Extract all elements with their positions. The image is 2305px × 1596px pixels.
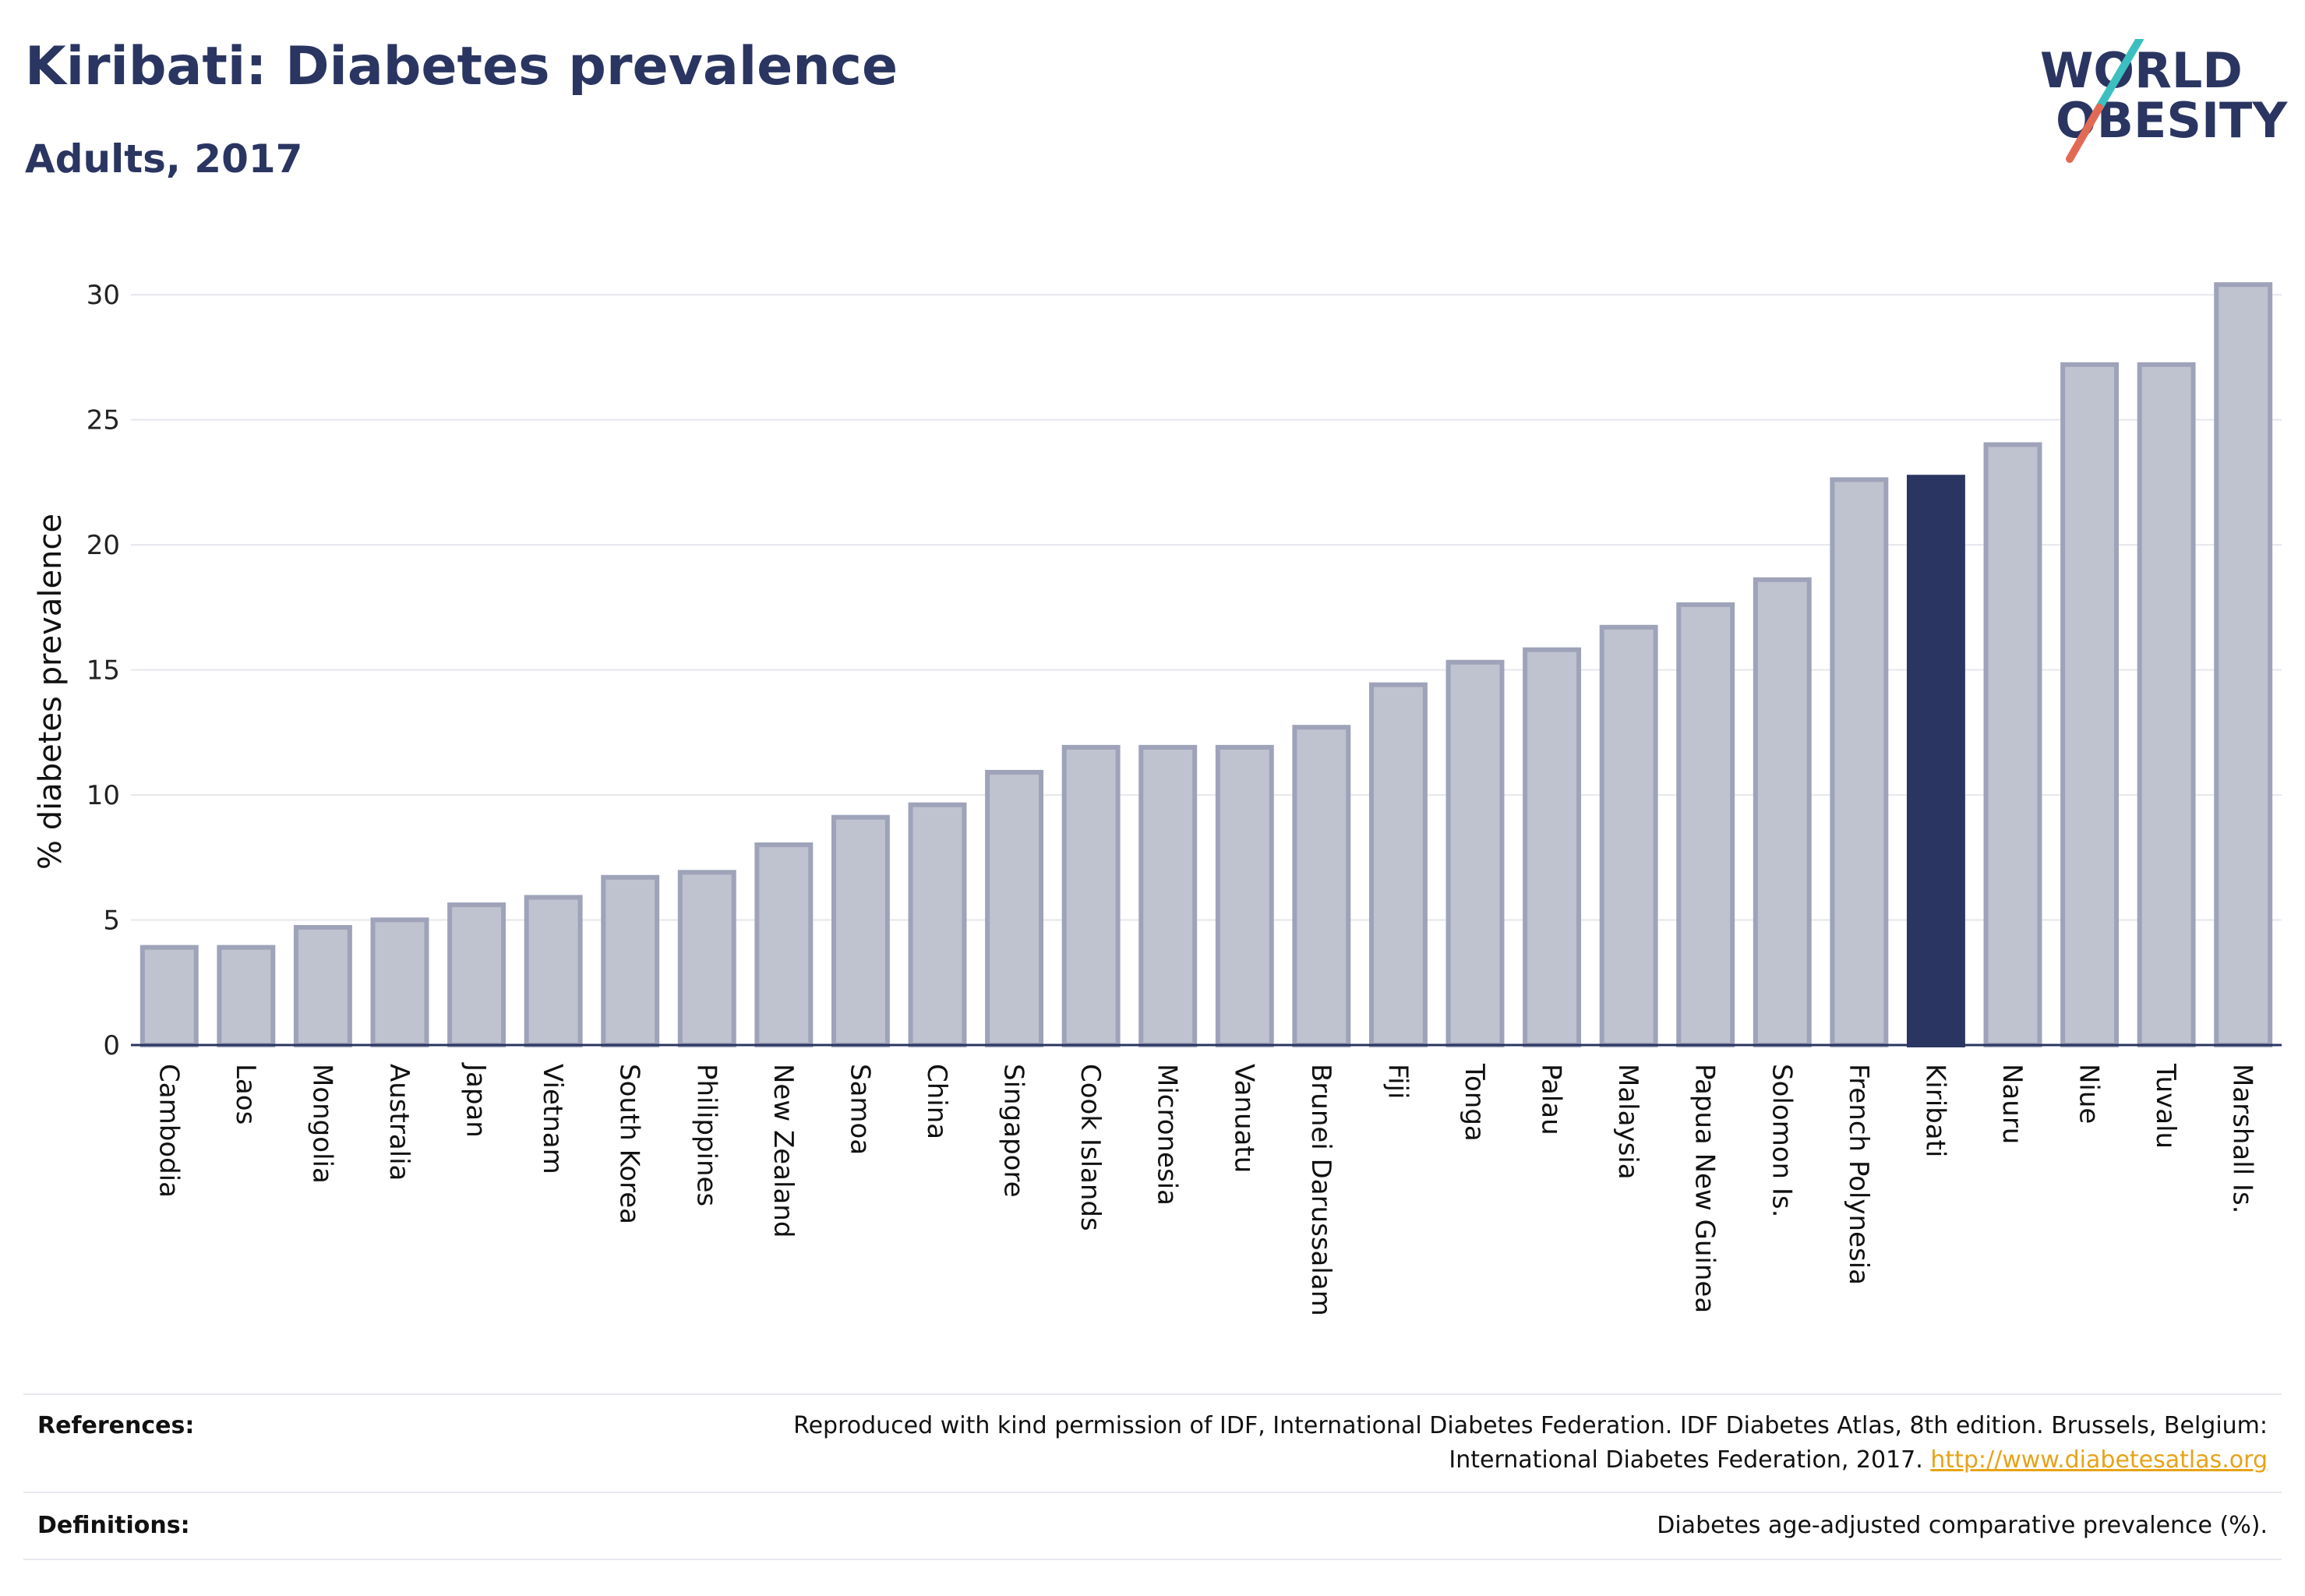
- x-category-label: Brunei Darussalam: [1305, 1064, 1336, 1316]
- definitions-text: Diabetes age-adjusted comparative preval…: [1657, 1512, 2268, 1539]
- world-obesity-logo: WORLD OBESITY: [2040, 39, 2288, 163]
- bar-brunei-darussalam: [1292, 725, 1351, 1047]
- bar-samoa: [831, 814, 890, 1048]
- x-category-label: Solomon Is.: [1766, 1064, 1797, 1217]
- bars: [139, 282, 2273, 1048]
- bar-singapore: [985, 769, 1044, 1047]
- x-category-label: Malaysia: [1612, 1064, 1643, 1180]
- x-category-label: South Korea: [614, 1064, 645, 1224]
- bar-laos: [217, 945, 276, 1047]
- bar-malaysia: [1599, 624, 1658, 1047]
- bar-japan: [447, 902, 507, 1048]
- x-category-label: Nauru: [1996, 1064, 2028, 1144]
- references-line2-wrap: International Diabetes Federation, 2017.…: [793, 1443, 2268, 1478]
- x-category-label: Samoa: [844, 1064, 875, 1155]
- y-axis-ticks: 0 5 10 15 20 25 30: [86, 280, 120, 1061]
- x-category-label: China: [921, 1064, 952, 1139]
- logo-slash-top: [2095, 39, 2144, 111]
- x-category-label: Niue: [2074, 1064, 2105, 1124]
- references-line2: International Diabetes Federation, 2017.: [1449, 1446, 1923, 1474]
- chart-title: Kiribati: Diabetes prevalence: [25, 36, 898, 97]
- bar-fiji: [1368, 682, 1428, 1047]
- y-tick-label: 10: [86, 780, 120, 811]
- bar-china: [908, 802, 967, 1048]
- bar-vietnam: [524, 895, 583, 1047]
- x-category-label: New Zealand: [768, 1064, 799, 1238]
- x-category-label: Cambodia: [153, 1064, 184, 1198]
- x-category-label: Kiribati: [1919, 1064, 1950, 1157]
- logo-line1: WORLD: [2040, 42, 2243, 99]
- bar-cook-islands: [1061, 744, 1121, 1047]
- bar-vanuatu: [1215, 744, 1274, 1047]
- y-tick-label: 25: [86, 405, 120, 436]
- bar-south-korea: [601, 874, 660, 1047]
- x-category-label: Vietnam: [537, 1064, 568, 1174]
- y-tick-label: 0: [103, 1030, 120, 1061]
- x-category-label: Cook Islands: [1075, 1064, 1106, 1231]
- x-category-label: Papua New Guinea: [1689, 1064, 1721, 1313]
- y-tick-label: 15: [86, 655, 120, 687]
- bar-cambodia: [139, 945, 199, 1047]
- bar-micronesia: [1138, 744, 1198, 1047]
- references-line1: Reproduced with kind permission of IDF, …: [793, 1412, 2268, 1439]
- bar-tonga: [1445, 659, 1505, 1047]
- x-category-label: Laos: [230, 1064, 261, 1125]
- x-category-label: Tonga: [1459, 1063, 1490, 1142]
- definitions-label: Definitions:: [37, 1512, 190, 1539]
- x-category-label: Philippines: [690, 1064, 722, 1206]
- definitions-row: Definitions: Diabetes age-adjusted compa…: [23, 1492, 2282, 1560]
- bar-mongolia: [293, 924, 352, 1047]
- x-category-label: Australia: [383, 1064, 415, 1181]
- bar-nauru: [1983, 442, 2042, 1047]
- bar-tuvalu: [2137, 362, 2196, 1047]
- bar-marshall-is: [2214, 282, 2273, 1047]
- bar-philippines: [677, 870, 736, 1047]
- references-text: Reproduced with kind permission of IDF, …: [793, 1409, 2268, 1478]
- y-tick-label: 30: [86, 280, 120, 311]
- y-tick-label: 20: [86, 530, 120, 561]
- x-category-label: Palau: [1536, 1064, 1567, 1135]
- y-tick-label: 5: [103, 906, 120, 937]
- chart-subtitle: Adults, 2017: [25, 136, 303, 182]
- x-category-label: Marshall Is.: [2227, 1064, 2258, 1214]
- bar-solomon-is: [1753, 577, 1812, 1047]
- bar-kiribati: [1906, 475, 1965, 1047]
- y-axis-label: % diabetes prevalence: [33, 514, 69, 870]
- bar-niue: [2060, 362, 2120, 1047]
- x-category-label: Fiji: [1382, 1064, 1413, 1099]
- logo-slash-bottom: [2066, 104, 2103, 163]
- bar-chart: 0 5 10 15 20 25 30 Cambodia Laos Mongolia Austral…: [33, 280, 2282, 1316]
- x-category-label: Vanuatu: [1228, 1064, 1259, 1173]
- bar-papua-new-guinea: [1676, 602, 1735, 1047]
- x-category-label: Japan: [461, 1062, 492, 1138]
- x-category-label: Tuvalu: [2150, 1063, 2181, 1149]
- x-category-label: French Polynesia: [1843, 1064, 1874, 1285]
- x-axis-categories: Cambodia Laos Mongolia Australia Japan Vietna…: [153, 1062, 2257, 1316]
- x-category-label: Singapore: [998, 1064, 1029, 1198]
- bar-french-polynesia: [1830, 477, 1889, 1047]
- references-row: References: Reproduced with kind permiss…: [23, 1393, 2282, 1493]
- diabetes-atlas-link[interactable]: http://www.diabetesatlas.org: [1930, 1446, 2268, 1474]
- x-category-label: Micronesia: [1152, 1064, 1183, 1206]
- references-label: References:: [37, 1412, 195, 1439]
- bar-palau: [1523, 647, 1582, 1047]
- bar-australia: [370, 917, 429, 1048]
- bar-new-zealand: [754, 842, 814, 1048]
- x-category-label: Mongolia: [306, 1064, 337, 1184]
